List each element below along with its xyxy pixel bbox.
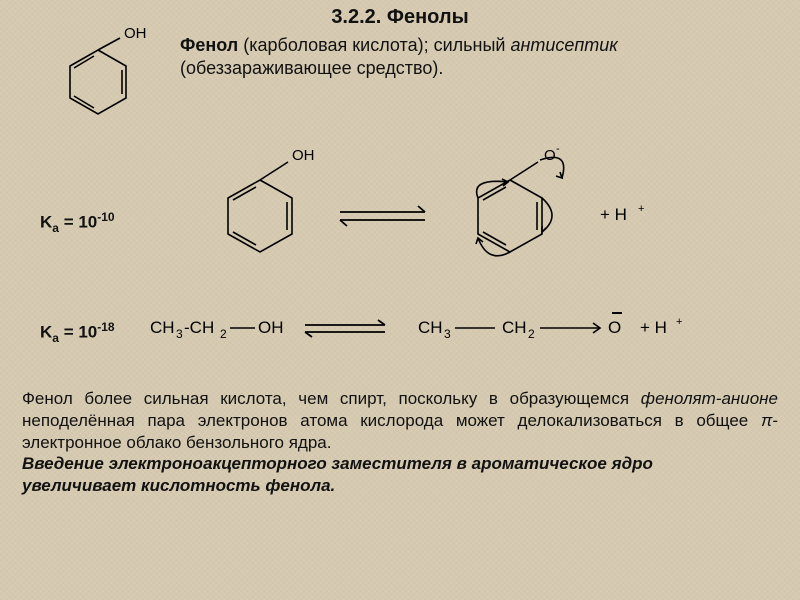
svg-text:+: + [676,316,682,328]
phenol-structure-top: OH [38,20,168,135]
svg-text:2: 2 [528,327,535,341]
svg-text:CH: CH [502,318,527,337]
ka1-eq: = 10 [59,213,97,232]
p1-italic: фенолят-анионе [641,389,778,408]
desc-italic: антисептик [510,35,617,55]
phenol-equilibrium: OH O - + [170,120,720,305]
oh-eth: OH [258,318,284,337]
oh-label-eq: OH [292,147,315,164]
phenol-bold: Фенол [180,35,238,55]
ka-ethanol: Ka = 10-18 [40,320,115,345]
ka2-prefix: K [40,323,52,342]
p2b: увеличивает кислотность фенола. [22,476,335,495]
o-minus-label: O [544,147,556,164]
ka1-exp: -10 [97,210,114,224]
svg-text:-: - [556,143,560,155]
ka1-sub: a [52,221,59,235]
desc-plain1: (карболовая кислота); сильный [238,35,510,55]
plus-h-eth: + H [640,318,667,337]
ka2-sub: a [52,331,59,345]
phenol-description: Фенол (карболовая кислота); сильный анти… [180,34,760,79]
p1a: Фенол более сильная кислота, чем спирт, … [22,389,641,408]
svg-text:CH: CH [418,318,443,337]
ethanol-equilibrium: CH 3 -CH 2 OH CH 3 CH 2 O + H + [150,305,770,360]
svg-text:-CH: -CH [184,318,214,337]
oh-label-top: OH [124,25,147,42]
svg-text:2: 2 [220,327,227,341]
ka-phenol: Ka = 10-10 [40,210,115,235]
o-eth: O [608,318,621,337]
svg-text:3: 3 [444,327,451,341]
ka2-exp: -18 [97,320,114,334]
svg-text:CH: CH [150,318,175,337]
svg-text:3: 3 [176,327,183,341]
plus-h-label: + H [600,205,627,224]
svg-text:+: + [638,203,644,215]
p2a: Введение электроноакцепторного заместите… [22,454,653,473]
pi-symbol: π [761,411,772,430]
ka1-prefix: K [40,213,52,232]
p1b: неподелённая пара электронов атома кисло… [22,411,761,430]
desc-plain2: (обеззараживающее средство). [180,58,443,78]
ka2-eq: = 10 [59,323,97,342]
body-text: Фенол более сильная кислота, чем спирт, … [22,388,778,497]
